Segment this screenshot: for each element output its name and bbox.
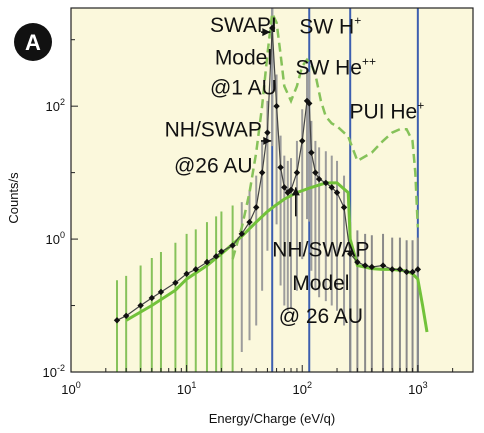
x-tick-exponent: 3 — [423, 380, 428, 390]
annotation-arrowhead-0 — [262, 28, 271, 37]
measured-point — [273, 102, 280, 110]
panel-badge: A — [14, 23, 52, 61]
measured-point — [388, 266, 396, 273]
measured-point — [238, 230, 245, 238]
annotation-5: NH/SWAP — [165, 118, 262, 141]
measured-point — [322, 179, 330, 187]
measured-point — [347, 250, 354, 258]
annotation-0: SWAPI — [210, 14, 277, 37]
annotation-superscript: + — [354, 13, 361, 27]
measured-point — [253, 204, 260, 211]
y-tick-exponent: -2 — [57, 363, 65, 373]
annotation-text: NH/SWAP — [165, 118, 262, 141]
annotation-text: @26 AU — [174, 155, 253, 178]
y-axis-label: Counts/s — [6, 172, 21, 224]
annotation-text: PUI He — [350, 101, 418, 124]
x-tick-exponent: 1 — [191, 380, 196, 390]
measured-point — [308, 149, 315, 156]
y-tick-label: 100 — [46, 230, 65, 247]
x-axis-label: Energy/Charge (eV/q) — [209, 411, 335, 426]
measured-point — [172, 279, 179, 286]
measured-point — [287, 186, 295, 194]
measured-point — [403, 268, 410, 276]
x-tick-label: 103 — [408, 380, 427, 397]
measured-point — [361, 262, 369, 269]
annotation-9: Model — [292, 272, 349, 295]
measured-point — [264, 129, 271, 136]
y-tick-label: 10-2 — [43, 363, 65, 380]
x-tick-label: 102 — [292, 380, 311, 397]
y-tick-exponent: 2 — [60, 97, 65, 107]
measured-point — [277, 164, 284, 171]
measured-point — [281, 184, 288, 191]
measured-point — [354, 258, 361, 266]
measured-point — [157, 288, 165, 296]
measured-point — [246, 218, 253, 226]
measured-point — [340, 204, 348, 211]
annotation-text: SW He — [295, 56, 362, 79]
measured-point — [299, 137, 306, 145]
annotation-3: SW H+ — [299, 13, 361, 38]
plot-area — [113, 8, 429, 372]
measured-point — [306, 100, 313, 107]
measured-point — [212, 253, 220, 260]
x-tick-label: 100 — [61, 380, 80, 397]
measured-point — [229, 242, 236, 249]
measured-point — [293, 169, 301, 176]
x-tick-exponent: 2 — [307, 380, 312, 390]
measured-point — [269, 24, 276, 32]
y-tick-label: 102 — [46, 97, 65, 114]
annotation-2: @1 AU — [210, 76, 277, 99]
annotation-arrowhead-1 — [263, 136, 272, 145]
measured-point — [396, 266, 404, 273]
measured-point — [328, 184, 335, 191]
measured-point — [148, 294, 156, 302]
measured-point — [218, 248, 225, 255]
annotation-text: @ 26 AU — [279, 305, 363, 328]
measured-point — [183, 270, 190, 278]
annotation-text: @1 AU — [210, 76, 277, 99]
measured-point — [122, 312, 130, 320]
measured-point — [203, 258, 211, 266]
measured-point — [379, 262, 387, 269]
measured-point — [414, 266, 422, 273]
y-tick-exponent: 0 — [60, 230, 65, 240]
annotation-4: SW He++ — [295, 54, 376, 79]
annotation-7: PUI He+ — [350, 99, 425, 124]
measured-point — [368, 263, 376, 271]
panel-badge-circle — [14, 23, 52, 61]
x-tick-exponent: 0 — [76, 380, 81, 390]
measured-point — [333, 189, 341, 196]
annotation-6: @26 AU — [174, 155, 253, 178]
panel-label: A — [25, 30, 41, 55]
x-tick-label: 101 — [177, 380, 196, 397]
measured-point — [137, 302, 144, 309]
measured-point — [192, 266, 199, 273]
annotation-text: NH/SWAP — [272, 238, 369, 261]
dashed-model-curve — [231, 8, 420, 260]
measured-point — [409, 268, 416, 276]
measured-point — [258, 169, 266, 176]
annotation-arrowhead-2 — [291, 187, 300, 196]
annotation-8: NH/SWAP — [272, 238, 369, 261]
annotation-text: SWAPI — [210, 14, 277, 37]
annotation-superscript: ++ — [362, 54, 376, 68]
measured-point — [113, 317, 121, 324]
measured-point — [312, 169, 319, 176]
annotation-superscript: + — [417, 99, 424, 113]
annotation-10: @ 26 AU — [279, 305, 363, 328]
annotation-text: Model — [292, 272, 349, 295]
annotation-text: Model — [215, 47, 272, 70]
annotation-1: Model — [215, 47, 272, 70]
annotation-text: SW H — [299, 15, 354, 38]
plot-frame — [70, 7, 474, 373]
measured-point — [315, 175, 323, 183]
